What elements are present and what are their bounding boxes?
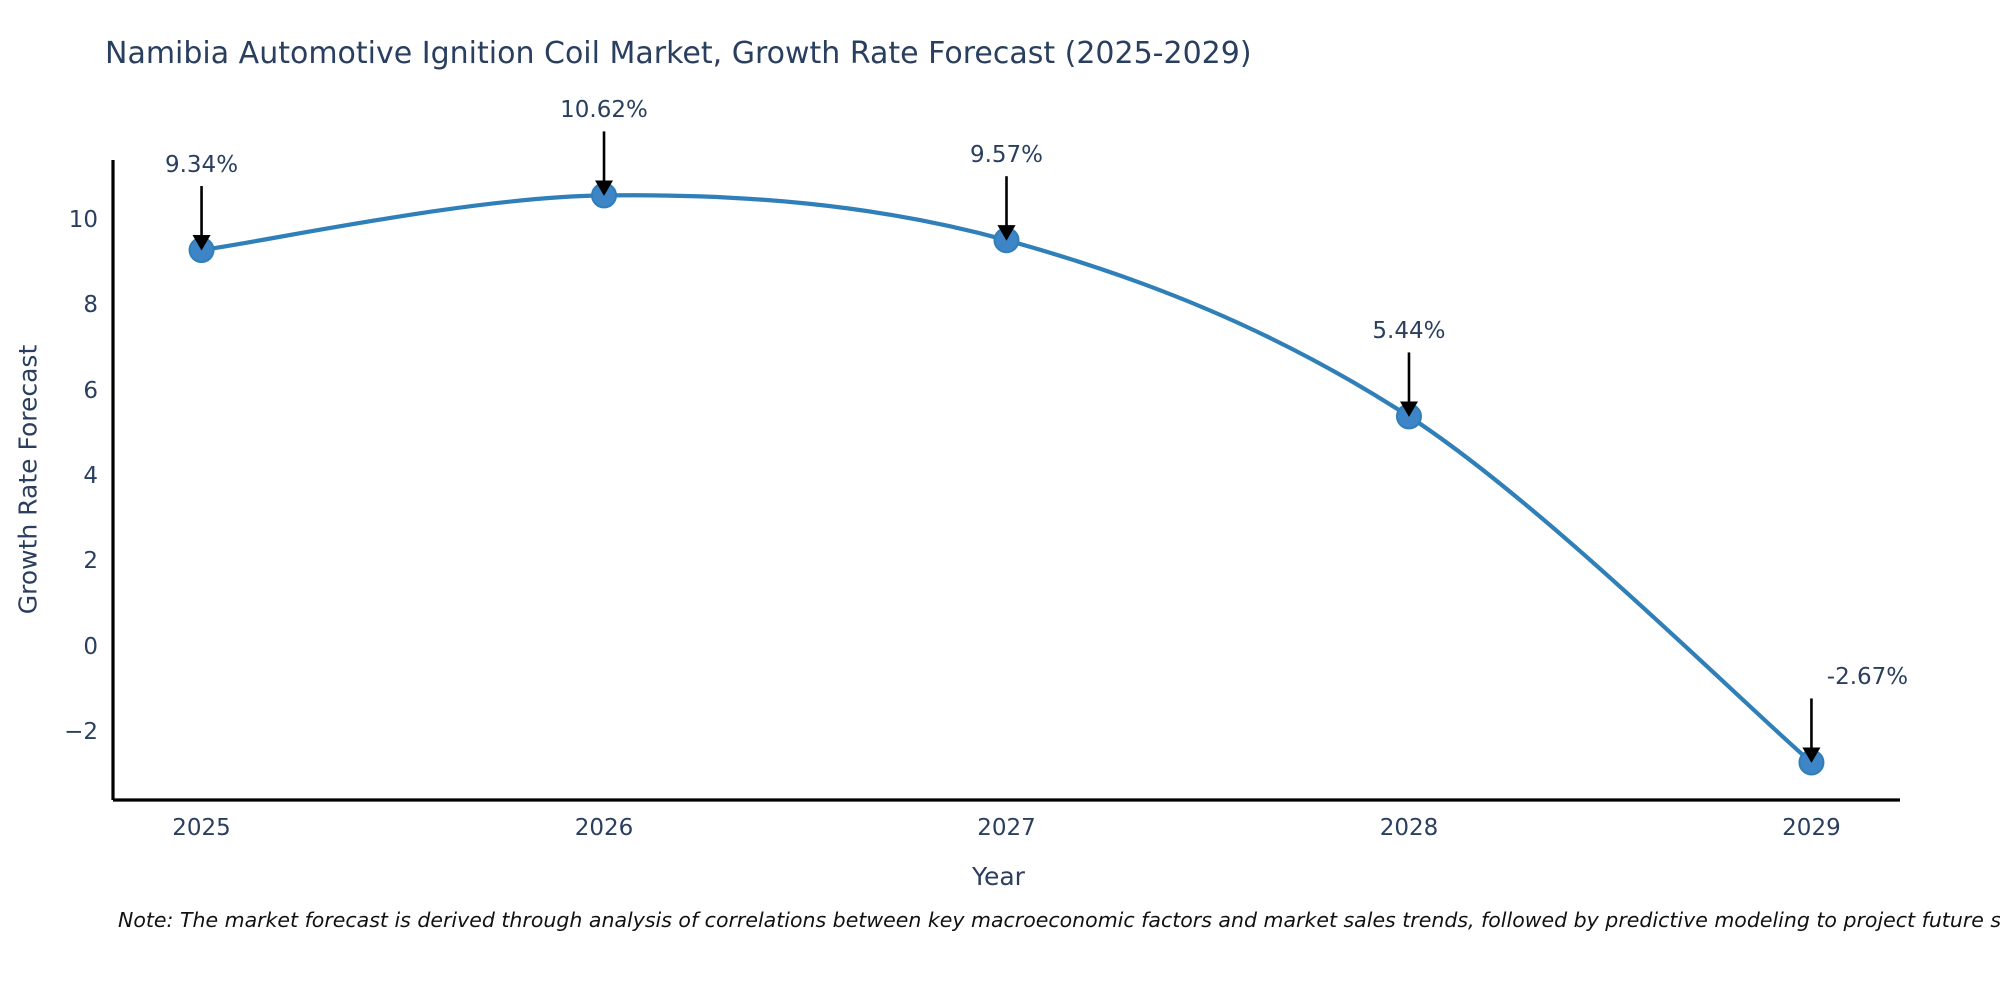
y-tick-label: 2: [83, 548, 98, 575]
y-tick-label: 10: [68, 206, 98, 233]
data-point-marker[interactable]: [1798, 749, 1825, 776]
chart-footnote: Note: The market forecast is derived thr…: [118, 908, 2000, 932]
data-series-line: [199, 193, 1814, 765]
x-axis-title-text: Year: [972, 862, 1025, 891]
x-tick-label: 2025: [172, 815, 231, 841]
data-point-marker[interactable]: [993, 227, 1020, 254]
data-point-marker[interactable]: [591, 182, 618, 209]
y-tick-label: −2: [64, 718, 98, 745]
y-tick-label: 4: [83, 462, 98, 489]
x-tick-label: 2028: [1379, 815, 1439, 841]
x-tick-label: 2029: [1782, 815, 1841, 841]
x-axis-title: Year: [0, 862, 2000, 891]
y-tick-label: 8: [83, 292, 98, 319]
series-line: [199, 193, 1814, 765]
data-point-label: 5.44%: [1372, 318, 1446, 345]
data-point-label: 9.57%: [969, 142, 1044, 169]
data-point-marker[interactable]: [1395, 403, 1422, 430]
x-tick-label: 2027: [977, 815, 1036, 841]
y-tick-label: 6: [83, 377, 98, 404]
data-point-marker[interactable]: [188, 237, 215, 264]
data-point-label: -2.67%: [1826, 664, 1909, 691]
data-point-label: 10.62%: [560, 97, 648, 124]
annotation-arrows: [192, 131, 1821, 763]
data-point-label: 9.34%: [164, 152, 239, 179]
data-point-markers: [188, 182, 1825, 776]
x-tick-label: 2026: [574, 815, 634, 841]
y-tick-label: 0: [83, 633, 98, 660]
chart-title: Namibia Automotive Ignition Coil Market,…: [105, 36, 1252, 71]
